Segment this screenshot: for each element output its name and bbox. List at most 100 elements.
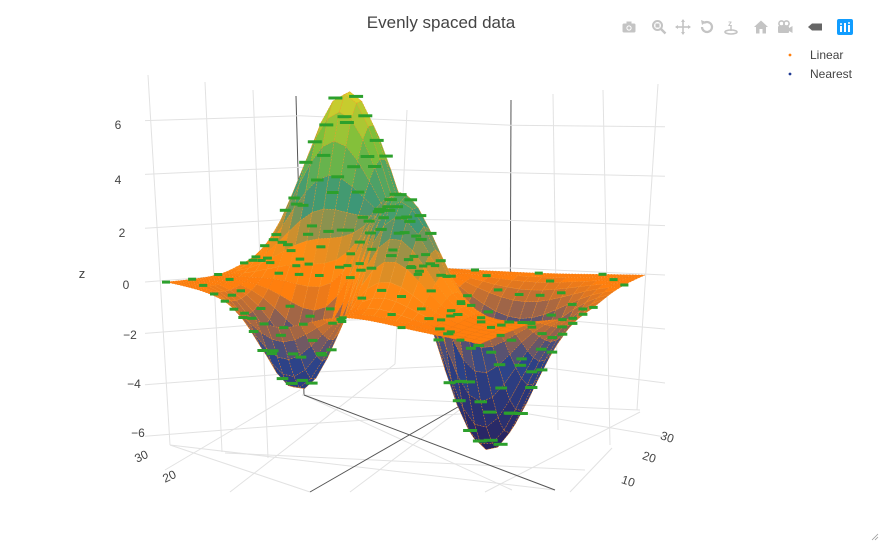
surface-patch: [361, 308, 380, 317]
sample-marker: [487, 325, 495, 329]
sample-marker: [465, 346, 476, 350]
surface-patch: [543, 296, 562, 316]
svg-text:z: z: [728, 19, 732, 28]
sample-marker: [493, 363, 506, 367]
surface-patch: [350, 308, 369, 316]
grid-line: [509, 410, 666, 438]
sample-marker: [248, 258, 258, 262]
orbit-icon[interactable]: [696, 16, 718, 38]
surface-patch: [287, 385, 305, 389]
camera-icon[interactable]: [618, 16, 640, 38]
zoom-icon[interactable]: [648, 16, 670, 38]
sample-marker: [472, 439, 487, 443]
grid-line: [204, 81, 223, 453]
grid-line: [636, 83, 659, 411]
surface-patch: [476, 281, 496, 293]
sample-marker: [404, 219, 416, 223]
surface-patch: [445, 334, 465, 340]
sample-marker: [483, 438, 498, 442]
sample-marker: [292, 264, 301, 268]
surface-patch: [474, 423, 493, 444]
sample-marker: [305, 314, 315, 318]
sample-marker: [504, 320, 515, 324]
sample-marker: [568, 316, 578, 320]
modebar: z: [618, 16, 858, 38]
surface-patch: [509, 402, 528, 433]
sample-marker: [527, 321, 536, 325]
sample-marker: [363, 219, 375, 223]
sample-marker: [248, 330, 259, 333]
surface-patch: [170, 280, 188, 285]
surface-patch: [266, 324, 284, 343]
surface-patch: [457, 329, 476, 336]
sample-marker: [316, 245, 326, 249]
sample-marker: [546, 313, 556, 317]
chart-title: Evenly spaced data: [367, 13, 516, 32]
sample-markers[interactable]: [162, 94, 629, 446]
camera-view-icon[interactable]: [774, 16, 796, 38]
z-tick-label: 2: [119, 226, 126, 240]
sample-marker: [357, 215, 368, 219]
surface-patch: [550, 318, 570, 328]
surface-patch: [256, 277, 274, 290]
pan-icon[interactable]: [672, 16, 694, 38]
sample-marker: [375, 227, 387, 231]
sample-marker: [276, 377, 289, 381]
sample-marker: [425, 231, 437, 235]
sample-marker: [307, 140, 322, 144]
sample-marker: [279, 326, 289, 330]
surface-patch: [207, 285, 226, 293]
surface-patch: [193, 286, 210, 292]
home-icon[interactable]: [750, 16, 772, 38]
legend-item-linear[interactable]: Linear: [788, 48, 844, 62]
sample-marker: [323, 229, 334, 233]
sample-marker: [268, 349, 279, 353]
z-axis-label: z: [79, 266, 86, 281]
sample-marker: [397, 326, 406, 330]
grid-line: [303, 394, 513, 491]
sample-marker: [294, 272, 304, 276]
surface-patch: [468, 332, 488, 338]
x-tick-label: 30: [659, 428, 676, 446]
surface-patch: [597, 290, 616, 298]
resize-handle-icon[interactable]: [871, 533, 879, 541]
sample-marker: [355, 262, 364, 266]
sample-marker: [526, 370, 538, 374]
sample-marker: [426, 289, 436, 293]
sample-marker: [399, 231, 410, 235]
grid-line: [144, 166, 301, 175]
x-tick-label: 10: [620, 472, 637, 490]
surface-patch: [423, 329, 442, 336]
spike-icon[interactable]: [804, 16, 826, 38]
sample-marker: [372, 210, 385, 214]
sample-marker: [317, 153, 331, 157]
sample-marker: [257, 349, 268, 352]
surface-mesh[interactable]: [165, 90, 646, 450]
surface-patch: [291, 283, 309, 309]
surface-patch: [258, 230, 276, 255]
sample-marker: [446, 330, 455, 334]
sample-marker: [446, 314, 455, 318]
surface-patch: [473, 336, 493, 342]
grid-line: [509, 172, 666, 177]
sample-marker: [517, 321, 526, 324]
sample-marker: [609, 278, 618, 282]
surface-patch: [331, 277, 350, 322]
surface-patch: [495, 296, 514, 317]
sample-marker: [567, 302, 577, 306]
surface-patch: [538, 319, 557, 325]
axis-line: [309, 399, 471, 493]
grid-line: [509, 267, 666, 276]
surface-patch: [315, 101, 334, 138]
surface-patch: [502, 324, 523, 330]
turntable-icon[interactable]: z: [720, 16, 742, 38]
surface-patch: [342, 238, 360, 273]
grid-line: [229, 363, 396, 493]
legend-item-nearest[interactable]: Nearest: [788, 67, 853, 81]
grid-line: [144, 423, 301, 437]
grid-line: [602, 89, 611, 446]
surface-patch: [271, 339, 290, 360]
plotly-logo-icon[interactable]: [834, 16, 856, 38]
